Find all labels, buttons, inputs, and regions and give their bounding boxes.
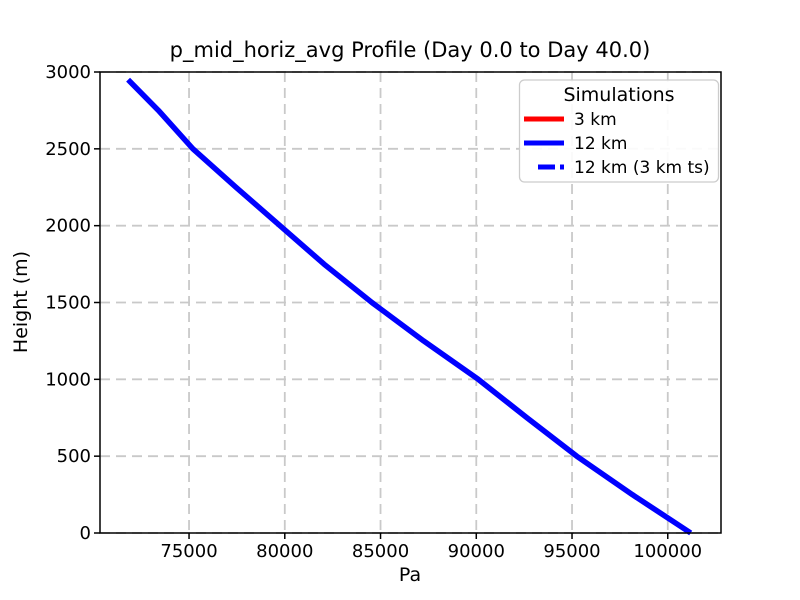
y-tick-label: 1500 bbox=[45, 293, 91, 314]
x-tick-label: 100000 bbox=[633, 541, 702, 562]
x-tick-label: 80000 bbox=[256, 541, 313, 562]
y-tick-label: 0 bbox=[80, 523, 91, 544]
y-tick-label: 3000 bbox=[45, 62, 91, 83]
legend-entry-label: 12 km bbox=[574, 134, 627, 154]
x-tick-label: 95000 bbox=[543, 541, 600, 562]
legend-entry-label: 3 km bbox=[574, 110, 617, 130]
y-axis-label: Height (m) bbox=[10, 251, 32, 353]
x-tick-label: 85000 bbox=[352, 541, 409, 562]
legend-box bbox=[518, 79, 720, 183]
legend-entry-label: 12 km (3 km ts) bbox=[574, 158, 710, 178]
legend: Simulations 3 km 12 km 12 km (3 km ts) bbox=[518, 79, 720, 183]
y-tick-label: 2000 bbox=[45, 216, 91, 237]
y-tick-label: 2500 bbox=[45, 139, 91, 160]
legend-title: Simulations bbox=[563, 84, 674, 106]
series-line-12-km bbox=[126, 77, 693, 536]
axis-ticks: 75000 80000 85000 90000 95000 100000 0 500 1000 1… bbox=[45, 62, 702, 562]
chart-title: p_mid_horiz_avg Profile (Day 0.0 to Day … bbox=[170, 38, 651, 63]
x-axis-label: Pa bbox=[399, 564, 421, 586]
x-tick-label: 75000 bbox=[160, 541, 217, 562]
y-tick-label: 1000 bbox=[45, 369, 91, 390]
y-tick-label: 500 bbox=[57, 446, 91, 467]
x-tick-label: 90000 bbox=[448, 541, 505, 562]
series-lines bbox=[126, 77, 693, 536]
